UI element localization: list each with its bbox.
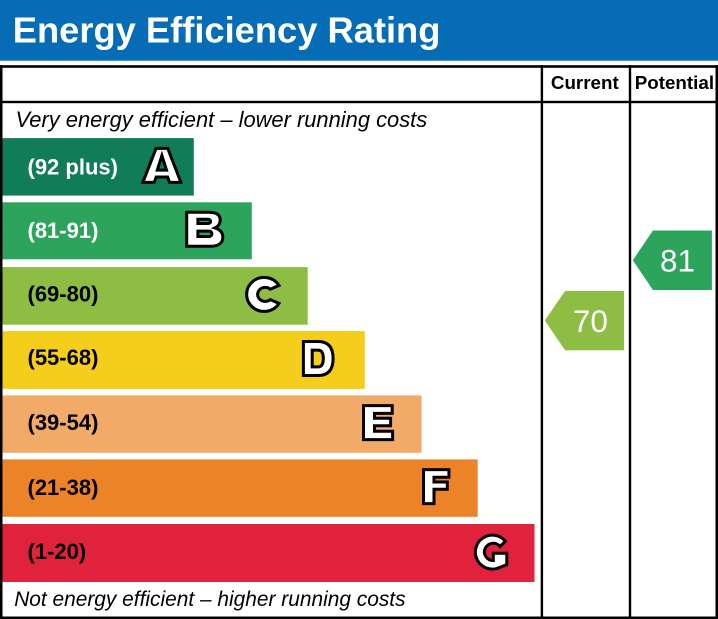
svg-text:81: 81	[660, 243, 695, 279]
svg-text:Potential: Potential	[635, 72, 714, 93]
svg-text:Current: Current	[551, 72, 620, 93]
svg-text:Very energy efficient – lower: Very energy efficient – lower running co…	[16, 107, 428, 132]
svg-text:(1-20): (1-20)	[28, 539, 87, 564]
svg-text:(55-68): (55-68)	[28, 345, 99, 370]
svg-text:(39-54): (39-54)	[28, 410, 99, 435]
svg-text:(92 plus): (92 plus)	[28, 154, 118, 179]
svg-text:Energy Efficiency Rating: Energy Efficiency Rating	[13, 9, 441, 50]
svg-text:(81-91): (81-91)	[28, 218, 99, 243]
svg-text:(69-80): (69-80)	[28, 281, 99, 306]
svg-text:70: 70	[573, 303, 608, 339]
svg-text:Not energy efficient – higher: Not energy efficient – higher running co…	[14, 588, 406, 611]
svg-text:(21-38): (21-38)	[28, 475, 99, 500]
